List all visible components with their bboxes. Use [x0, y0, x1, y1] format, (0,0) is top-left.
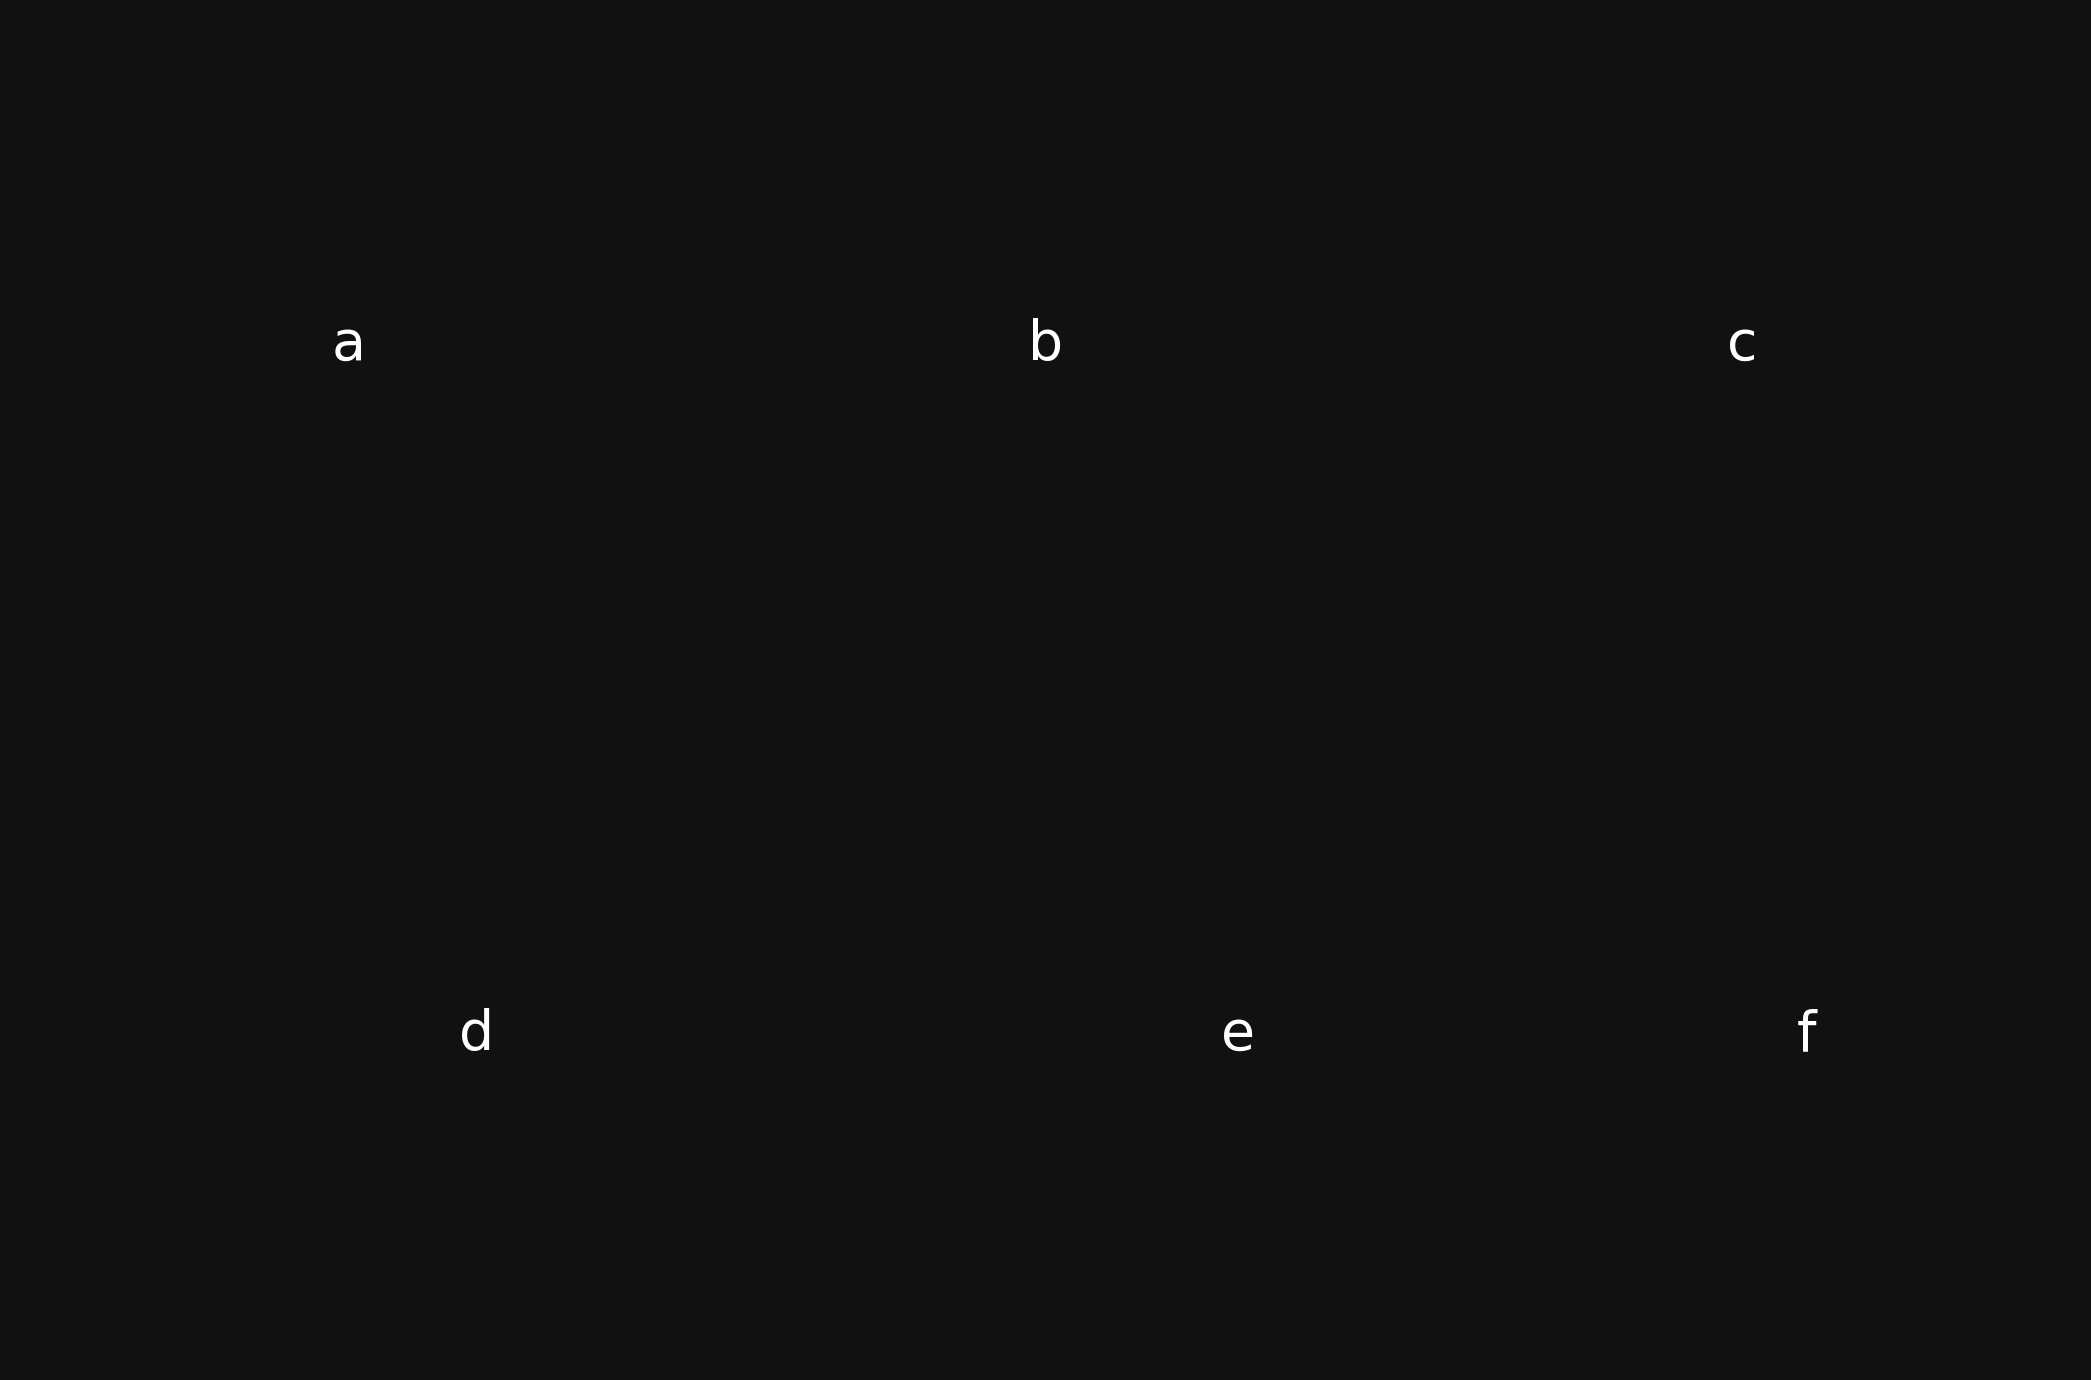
Text: e: e: [1221, 1007, 1255, 1063]
Text: b: b: [1029, 317, 1062, 373]
Text: a: a: [332, 317, 366, 373]
Text: f: f: [1796, 1007, 1817, 1063]
Text: d: d: [460, 1007, 493, 1063]
Text: c: c: [1727, 317, 1759, 373]
